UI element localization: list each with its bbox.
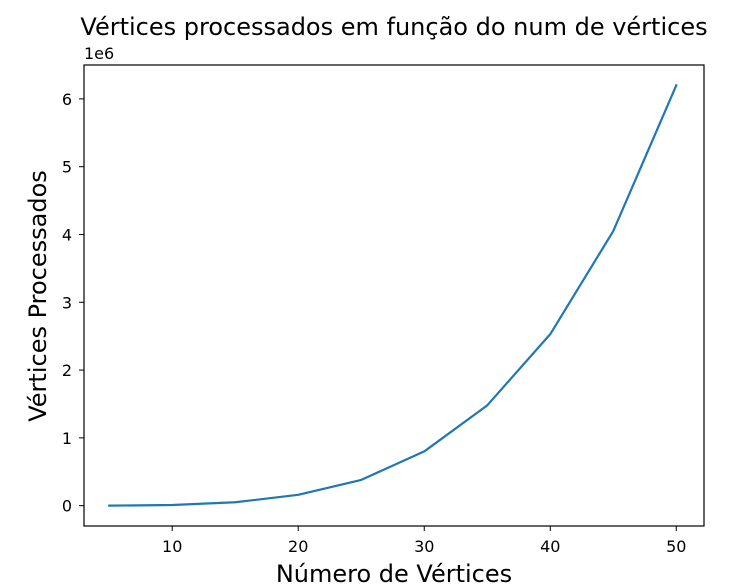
x-axis-label: Número de Vértices	[276, 560, 512, 585]
y-axis-ticks: 0 1 2 3 4 5 6	[62, 90, 84, 516]
y-tick-label: 5	[62, 158, 72, 177]
x-tick-label: 40	[540, 537, 560, 556]
y-tick-label: 3	[62, 293, 72, 312]
x-tick-label: 20	[288, 537, 308, 556]
plot-area	[108, 83, 678, 507]
chart-title: Vértices processados em função do num de…	[80, 13, 707, 41]
x-tick-label: 50	[666, 537, 686, 556]
x-tick-label: 10	[162, 537, 182, 556]
x-axis-ticks: 10 20 30 40 50	[162, 526, 686, 556]
y-tick-label: 1	[62, 429, 72, 448]
y-axis-label: Vértices Processados	[24, 170, 52, 422]
y-tick-label: 6	[62, 90, 72, 109]
y-tick-label: 2	[62, 361, 72, 380]
plot-frame	[83, 64, 705, 527]
x-tick-label: 30	[414, 537, 434, 556]
y-tick-label: 4	[62, 225, 72, 244]
y-tick-label: 0	[62, 497, 72, 516]
y-axis-offset-label: 1e6	[84, 44, 114, 63]
series-line-0	[108, 83, 678, 507]
